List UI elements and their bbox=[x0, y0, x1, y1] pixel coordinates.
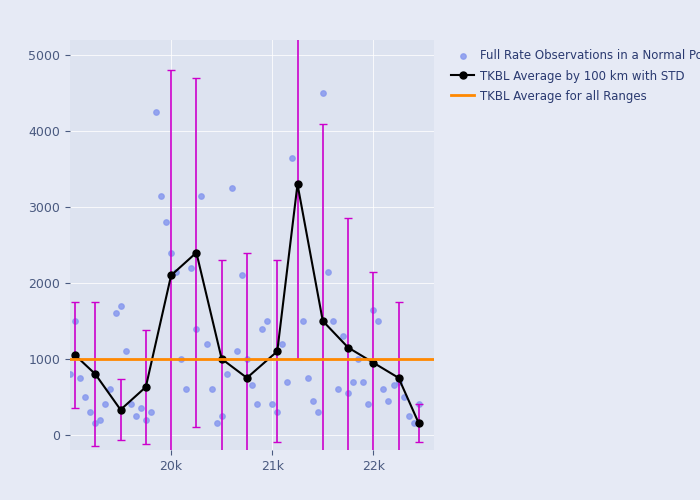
Full Rate Observations in a Normal Point bbox=[267, 400, 278, 408]
Full Rate Observations in a Normal Point bbox=[201, 340, 212, 347]
Full Rate Observations in a Normal Point bbox=[276, 340, 288, 347]
Full Rate Observations in a Normal Point bbox=[155, 192, 167, 200]
TKBL Average by 100 km with STD bbox=[243, 375, 251, 381]
TKBL Average by 100 km with STD bbox=[167, 272, 175, 278]
Full Rate Observations in a Normal Point bbox=[251, 400, 262, 408]
Full Rate Observations in a Normal Point bbox=[342, 389, 354, 397]
Full Rate Observations in a Normal Point bbox=[287, 154, 298, 162]
Full Rate Observations in a Normal Point bbox=[226, 184, 237, 192]
Line: TKBL Average by 100 km with STD: TKBL Average by 100 km with STD bbox=[71, 181, 422, 427]
TKBL Average by 100 km with STD bbox=[91, 371, 99, 377]
Full Rate Observations in a Normal Point bbox=[378, 386, 389, 394]
Full Rate Observations in a Normal Point bbox=[90, 420, 101, 428]
Full Rate Observations in a Normal Point bbox=[388, 382, 399, 390]
Full Rate Observations in a Normal Point bbox=[231, 348, 242, 356]
Full Rate Observations in a Normal Point bbox=[322, 268, 333, 276]
Full Rate Observations in a Normal Point bbox=[150, 108, 162, 116]
Full Rate Observations in a Normal Point bbox=[135, 404, 146, 412]
Full Rate Observations in a Normal Point bbox=[171, 268, 182, 276]
Full Rate Observations in a Normal Point bbox=[181, 386, 192, 394]
Full Rate Observations in a Normal Point bbox=[393, 378, 404, 386]
Full Rate Observations in a Normal Point bbox=[110, 310, 121, 318]
Full Rate Observations in a Normal Point bbox=[64, 370, 76, 378]
Full Rate Observations in a Normal Point bbox=[337, 332, 349, 340]
TKBL Average by 100 km with STD bbox=[344, 344, 352, 350]
TKBL Average by 100 km with STD bbox=[141, 384, 150, 390]
Full Rate Observations in a Normal Point bbox=[140, 416, 151, 424]
Full Rate Observations in a Normal Point bbox=[146, 408, 157, 416]
Full Rate Observations in a Normal Point bbox=[125, 400, 136, 408]
Full Rate Observations in a Normal Point bbox=[105, 386, 116, 394]
Full Rate Observations in a Normal Point bbox=[413, 400, 424, 408]
Full Rate Observations in a Normal Point bbox=[74, 374, 85, 382]
Full Rate Observations in a Normal Point bbox=[85, 408, 96, 416]
Full Rate Observations in a Normal Point bbox=[160, 218, 172, 226]
Full Rate Observations in a Normal Point bbox=[297, 317, 308, 325]
Full Rate Observations in a Normal Point bbox=[312, 408, 323, 416]
TKBL Average by 100 km with STD bbox=[71, 352, 79, 358]
Full Rate Observations in a Normal Point bbox=[241, 355, 253, 363]
Full Rate Observations in a Normal Point bbox=[237, 272, 248, 280]
Full Rate Observations in a Normal Point bbox=[196, 192, 207, 200]
Full Rate Observations in a Normal Point bbox=[328, 317, 339, 325]
TKBL Average by 100 km with STD bbox=[394, 375, 402, 381]
Full Rate Observations in a Normal Point bbox=[358, 378, 369, 386]
TKBL Average by 100 km with STD bbox=[369, 360, 377, 366]
Full Rate Observations in a Normal Point bbox=[100, 400, 111, 408]
Full Rate Observations in a Normal Point bbox=[373, 317, 384, 325]
TKBL Average by 100 km with STD bbox=[116, 407, 125, 413]
Full Rate Observations in a Normal Point bbox=[165, 248, 176, 256]
Full Rate Observations in a Normal Point bbox=[262, 317, 273, 325]
Full Rate Observations in a Normal Point bbox=[216, 412, 228, 420]
TKBL Average by 100 km with STD bbox=[273, 348, 281, 354]
Full Rate Observations in a Normal Point bbox=[211, 420, 222, 428]
Full Rate Observations in a Normal Point bbox=[246, 382, 258, 390]
Full Rate Observations in a Normal Point bbox=[302, 374, 313, 382]
Full Rate Observations in a Normal Point bbox=[398, 393, 409, 401]
Full Rate Observations in a Normal Point bbox=[317, 89, 328, 97]
Full Rate Observations in a Normal Point bbox=[363, 400, 374, 408]
Full Rate Observations in a Normal Point bbox=[307, 396, 318, 404]
Full Rate Observations in a Normal Point bbox=[115, 302, 126, 310]
Full Rate Observations in a Normal Point bbox=[191, 324, 202, 332]
Full Rate Observations in a Normal Point bbox=[206, 386, 217, 394]
TKBL Average by 100 km with STD bbox=[293, 182, 302, 188]
Full Rate Observations in a Normal Point bbox=[292, 180, 303, 188]
TKBL Average by 100 km with STD bbox=[193, 250, 201, 256]
Full Rate Observations in a Normal Point bbox=[221, 370, 232, 378]
Full Rate Observations in a Normal Point bbox=[176, 355, 187, 363]
Full Rate Observations in a Normal Point bbox=[130, 412, 141, 420]
Full Rate Observations in a Normal Point bbox=[80, 393, 91, 401]
Full Rate Observations in a Normal Point bbox=[353, 355, 364, 363]
Full Rate Observations in a Normal Point bbox=[272, 408, 283, 416]
TKBL Average by 100 km with STD bbox=[318, 318, 327, 324]
Full Rate Observations in a Normal Point bbox=[347, 378, 358, 386]
Full Rate Observations in a Normal Point bbox=[120, 348, 131, 356]
Legend: Full Rate Observations in a Normal Point, TKBL Average by 100 km with STD, TKBL : Full Rate Observations in a Normal Point… bbox=[447, 46, 700, 106]
Full Rate Observations in a Normal Point bbox=[332, 386, 344, 394]
Full Rate Observations in a Normal Point bbox=[282, 378, 293, 386]
Full Rate Observations in a Normal Point bbox=[408, 420, 419, 428]
Full Rate Observations in a Normal Point bbox=[94, 416, 106, 424]
Full Rate Observations in a Normal Point bbox=[368, 306, 379, 314]
Full Rate Observations in a Normal Point bbox=[186, 264, 197, 272]
Full Rate Observations in a Normal Point bbox=[69, 317, 80, 325]
Full Rate Observations in a Normal Point bbox=[256, 324, 267, 332]
Full Rate Observations in a Normal Point bbox=[383, 396, 394, 404]
TKBL Average by 100 km with STD bbox=[414, 420, 423, 426]
TKBL Average by 100 km with STD bbox=[218, 356, 226, 362]
Full Rate Observations in a Normal Point bbox=[403, 412, 414, 420]
